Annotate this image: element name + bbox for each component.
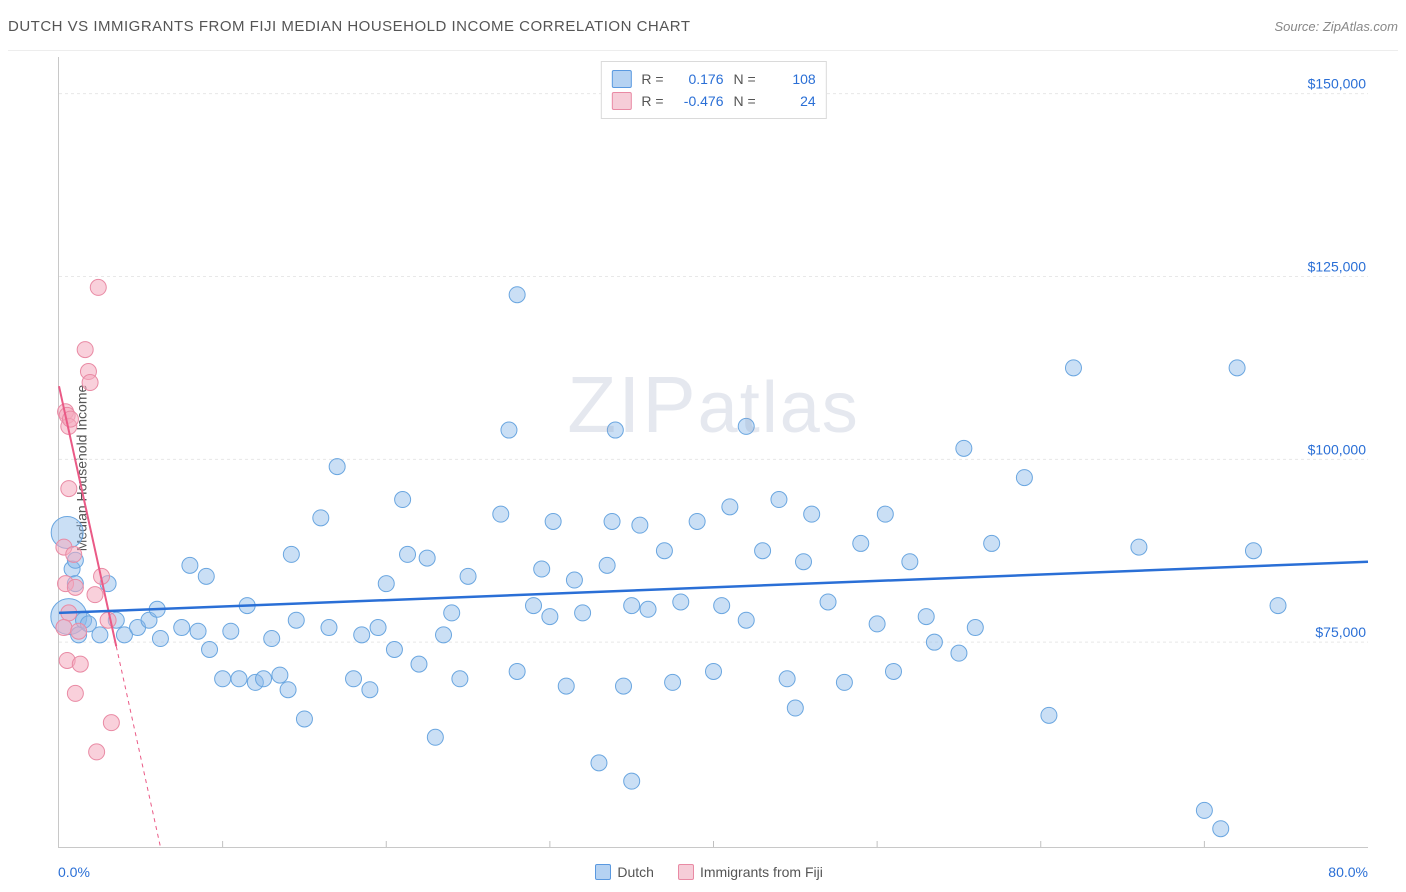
plot-svg: $75,000 $100,000 $125,000 $150,000 [59,57,1368,847]
chart-header: DUTCH VS IMMIGRANTS FROM FIJI MEDIAN HOU… [8,18,1398,35]
legend-row: R = -0.476 N = 24 [611,90,815,112]
chart-container: Median Household Income R = 0.176 N = 10… [8,50,1398,884]
x-axis-bar: 0.0% Dutch Immigrants from Fiji 80.0% [58,864,1368,880]
svg-text:$150,000: $150,000 [1308,76,1367,92]
legend-row: R = 0.176 N = 108 [611,68,815,90]
legend-swatch-icon [595,864,611,880]
series-legend: Dutch Immigrants from Fiji [595,864,822,880]
x-min-label: 0.0% [58,864,90,880]
correlation-legend: R = 0.176 N = 108 R = -0.476 N = 24 [600,61,826,119]
svg-text:$75,000: $75,000 [1315,624,1366,640]
legend-item: Dutch [595,864,654,880]
legend-swatch-icon [678,864,694,880]
chart-source: Source: ZipAtlas.com [1274,19,1398,34]
svg-text:$100,000: $100,000 [1308,441,1367,457]
legend-swatch-icon [611,70,631,88]
x-max-label: 80.0% [1328,864,1368,880]
scatter-plot: R = 0.176 N = 108 R = -0.476 N = 24 ZIPa… [58,57,1368,848]
legend-swatch-icon [611,92,631,110]
legend-item: Immigrants from Fiji [678,864,823,880]
chart-title: DUTCH VS IMMIGRANTS FROM FIJI MEDIAN HOU… [8,18,690,35]
svg-text:$125,000: $125,000 [1308,258,1367,274]
